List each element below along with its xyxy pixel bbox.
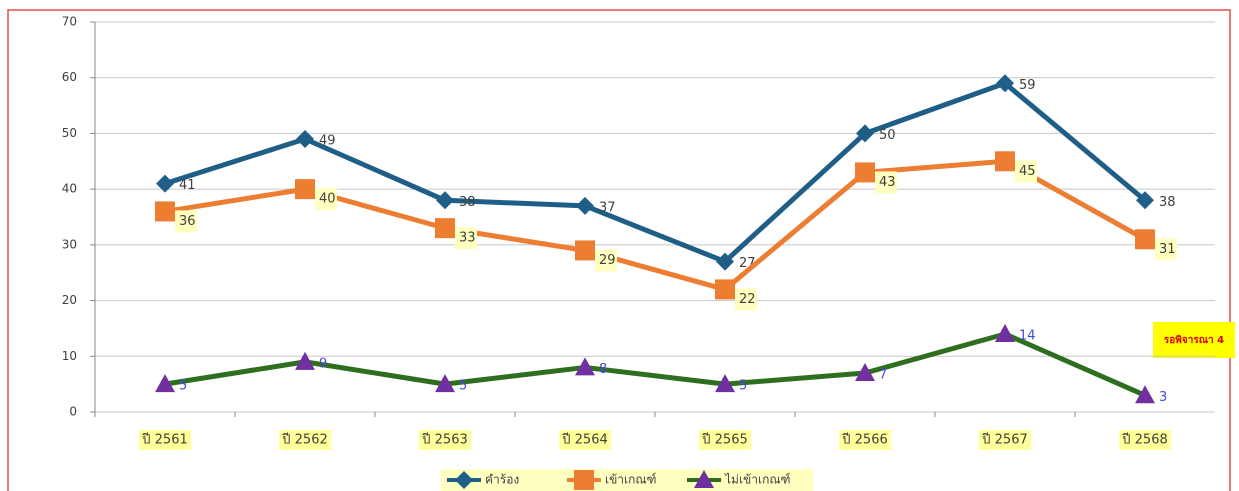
legend-label: คำร้อง (485, 473, 519, 487)
y-tick-label: 70 (62, 15, 77, 29)
value-label: 36 (179, 214, 196, 229)
x-tick-label: ปี 2561 (141, 432, 187, 448)
marker (694, 470, 714, 488)
marker (575, 240, 595, 261)
marker (856, 124, 874, 143)
marker (155, 201, 175, 222)
marker (435, 218, 455, 239)
marker (715, 279, 735, 300)
marker (715, 374, 735, 393)
x-tick-label: ปี 2567 (981, 432, 1027, 448)
legend-bg (441, 469, 813, 491)
value-label: 22 (739, 292, 756, 307)
legend-label: เข้าเกณฑ์ (605, 473, 657, 487)
marker (575, 357, 595, 376)
legend-label: ไม่เข้าเกณฑ์ (724, 473, 790, 487)
x-tick-label: ปี 2565 (701, 432, 747, 448)
marker (995, 151, 1015, 172)
x-label-bg (979, 430, 1031, 450)
x-label-bg (1119, 430, 1171, 450)
value-label: 59 (1019, 78, 1036, 93)
value-label: 5 (459, 379, 467, 394)
value-label: 9 (319, 356, 327, 371)
value-label-bg (595, 249, 617, 272)
series-line (164, 80, 1147, 265)
series-line (164, 331, 1147, 398)
value-label-bg (175, 210, 197, 233)
marker (1135, 229, 1155, 250)
value-label: 37 (599, 200, 616, 215)
x-tick-label: ปี 2566 (841, 432, 887, 448)
value-label: 49 (319, 134, 336, 149)
value-label: 38 (1159, 195, 1176, 210)
x-tick-label: ปี 2563 (421, 432, 467, 448)
marker (1135, 385, 1155, 404)
y-tick-label: 60 (62, 70, 77, 84)
marker (995, 324, 1015, 342)
annotation: รอพิจารณา 4 (1164, 334, 1224, 346)
y-tick-label: 20 (62, 293, 77, 307)
x-label-bg (559, 430, 611, 450)
value-label: 3 (1159, 390, 1167, 405)
y-tick-label: 30 (62, 237, 77, 251)
value-label: 41 (179, 178, 196, 193)
marker (155, 374, 175, 393)
marker (156, 174, 174, 193)
y-tick-label: 40 (62, 182, 77, 196)
marker (855, 363, 875, 381)
value-label: 8 (599, 362, 607, 377)
marker (435, 374, 455, 393)
value-label: 5 (179, 379, 187, 394)
value-label: 29 (599, 253, 616, 268)
x-label-bg (139, 430, 191, 450)
value-label-bg (1155, 238, 1177, 261)
marker (996, 74, 1014, 93)
x-tick-label: ปี 2564 (561, 432, 607, 448)
value-label-bg (455, 227, 477, 250)
y-tick-label: 0 (69, 405, 77, 419)
value-label: 38 (459, 195, 476, 210)
value-label: 7 (879, 368, 887, 383)
marker (455, 471, 473, 489)
annotation-box (1153, 322, 1235, 358)
value-label: 50 (879, 128, 896, 143)
value-label: 31 (1159, 242, 1176, 257)
value-label: 40 (319, 192, 336, 207)
value-label-bg (875, 171, 897, 194)
marker (716, 252, 734, 271)
x-label-bg (419, 430, 471, 450)
x-tick-label: ปี 2568 (1121, 432, 1167, 448)
x-label-bg (279, 430, 331, 450)
chart-border (7, 9, 1231, 491)
x-label-bg (699, 430, 751, 450)
x-label-bg (839, 430, 891, 450)
marker (295, 179, 315, 200)
value-label-bg (735, 288, 757, 311)
marker (1136, 191, 1154, 210)
marker (436, 191, 454, 210)
value-label: 43 (879, 175, 896, 190)
value-label-bg (1015, 160, 1037, 183)
value-label: 5 (739, 379, 747, 394)
marker (574, 470, 594, 490)
y-tick-label: 10 (62, 349, 77, 363)
value-label: 14 (1019, 329, 1036, 344)
value-label-bg (315, 188, 337, 211)
value-label: 45 (1019, 164, 1036, 179)
marker (855, 162, 875, 183)
marker (296, 130, 314, 148)
y-tick-label: 50 (62, 126, 77, 140)
marker (295, 351, 315, 370)
x-tick-label: ปี 2562 (281, 432, 327, 448)
value-label: 33 (459, 231, 476, 246)
marker (576, 196, 594, 215)
